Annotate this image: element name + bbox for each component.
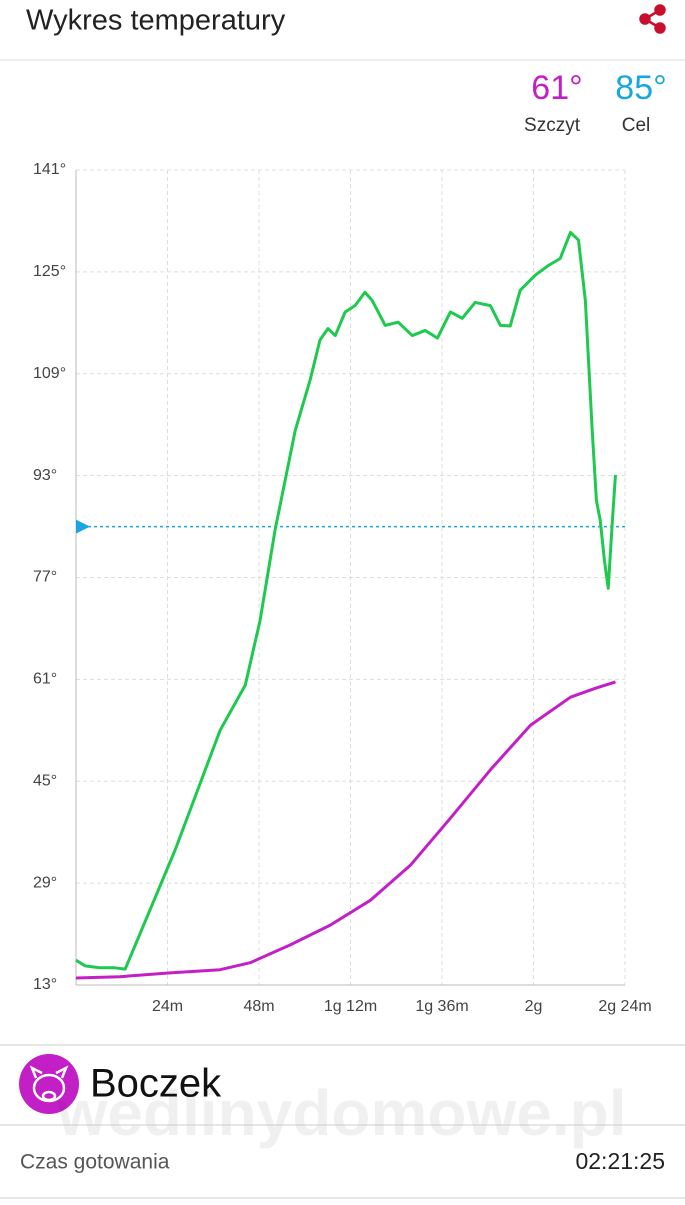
page-title: Wykres temperatury bbox=[26, 5, 286, 37]
x-tick-label: 24m bbox=[152, 998, 183, 1015]
x-tick-label: 48m bbox=[243, 998, 274, 1015]
x-tick-label: 2g bbox=[525, 998, 543, 1015]
x-tick-label: 2g 24m bbox=[598, 998, 651, 1015]
y-tick-label: 109° bbox=[33, 365, 66, 382]
x-tick-label: 1g 12m bbox=[324, 998, 377, 1015]
target-marker bbox=[76, 519, 90, 534]
y-tick-label: 29° bbox=[33, 874, 57, 891]
target-label: Cel bbox=[622, 115, 651, 136]
y-tick-label: 125° bbox=[33, 263, 66, 280]
pig-icon bbox=[29, 1065, 69, 1103]
footer-label: Czas gotowania bbox=[20, 1151, 170, 1174]
y-tick-label: 93° bbox=[33, 467, 57, 484]
x-tick-label: 1g 36m bbox=[415, 998, 468, 1015]
watermark: wedlinydomowe.pl bbox=[57, 1077, 627, 1149]
y-tick-label: 13° bbox=[33, 976, 57, 993]
product-name: Boczek bbox=[90, 1062, 222, 1106]
chart: 13° 29° 45° 61° 77° 93° 109° 125° 141° 24m 48m 1g 1… bbox=[33, 161, 652, 1015]
y-tick-label: 45° bbox=[33, 772, 57, 789]
y-tick-label: 141° bbox=[33, 161, 66, 178]
target-value: 85° bbox=[615, 69, 666, 107]
share-icon[interactable] bbox=[639, 4, 666, 34]
data-line bbox=[75, 680, 616, 980]
peak-value: 61° bbox=[531, 69, 582, 107]
data-line bbox=[75, 230, 617, 971]
y-tick-label: 77° bbox=[33, 569, 57, 586]
footer-value: 02:21:25 bbox=[575, 1148, 665, 1174]
y-tick-label: 61° bbox=[33, 671, 57, 688]
peak-label: Szczyt bbox=[524, 115, 581, 136]
